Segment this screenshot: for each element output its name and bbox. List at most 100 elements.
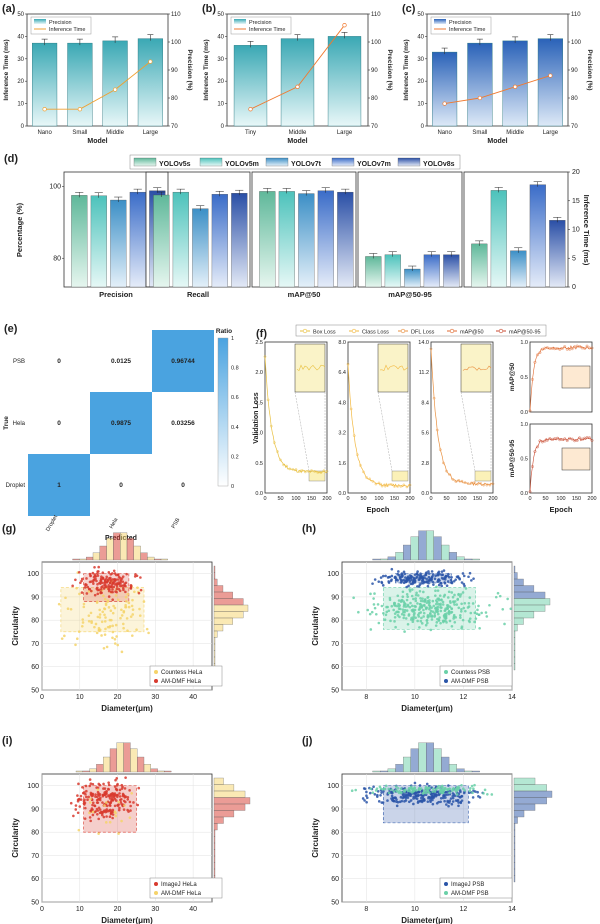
scatter-point-a xyxy=(412,615,415,619)
x-tick-label: 8 xyxy=(364,694,368,701)
panel-letter: (d) xyxy=(4,153,18,165)
loss-point xyxy=(291,468,295,471)
legend-label: AM-DMF HeLa xyxy=(161,891,202,897)
scatter-point-a xyxy=(114,623,118,627)
scatter-point-a xyxy=(101,813,104,817)
x-tick-label: 200 xyxy=(322,496,331,502)
scatter-point-a xyxy=(407,614,411,617)
cell-value: 0.96744 xyxy=(171,358,195,365)
scatter-point-a xyxy=(475,612,479,615)
map-point xyxy=(588,436,591,440)
matrix-cell xyxy=(152,454,214,516)
scatter-point-a xyxy=(111,611,115,615)
loss-point xyxy=(460,479,464,483)
scatter-point-a xyxy=(127,601,131,605)
scatter-point-b xyxy=(390,574,394,578)
top-hist-bar xyxy=(387,556,396,561)
x-tick-label: 12 xyxy=(460,906,468,913)
scatter-point-a xyxy=(103,607,106,610)
scatter-point-a xyxy=(463,602,467,605)
loss-point xyxy=(485,483,489,487)
top-hist-bar xyxy=(79,558,87,561)
scatter-point-b xyxy=(415,576,418,580)
scatter-point-a xyxy=(102,815,106,819)
scatter-point-a xyxy=(113,794,117,797)
y-tick-label: 90 xyxy=(31,594,39,601)
bar xyxy=(490,190,507,288)
scatter-point-a xyxy=(98,628,102,632)
y-axis-label: Validation Loss xyxy=(253,392,260,443)
top-hist-bar xyxy=(75,770,83,773)
scatter-point-b xyxy=(400,791,403,795)
scatter-point-a xyxy=(105,808,109,811)
right-hist-bar xyxy=(513,565,516,573)
y-tick-label: 5.6 xyxy=(421,431,429,437)
scatter-point-a xyxy=(409,799,413,802)
scatter-point-a xyxy=(429,628,433,632)
right-hist-bar xyxy=(213,777,224,785)
scatter-point-b xyxy=(404,788,407,792)
scatter-point-a xyxy=(369,628,373,631)
scatter-point-a xyxy=(91,813,95,817)
x-tick-label: 40 xyxy=(189,906,197,913)
scatter-point-a xyxy=(434,602,438,606)
scatter-point-a xyxy=(417,615,421,618)
scatter-point-a xyxy=(422,608,425,612)
scatter-point-a xyxy=(429,799,432,802)
y-tick-label: 40 xyxy=(17,34,24,40)
scatter-point-a xyxy=(373,606,377,610)
scatter-point-a xyxy=(98,808,102,811)
right-hist-bar xyxy=(513,790,553,798)
scatter-point-a xyxy=(138,614,142,617)
x-tick-label: 10 xyxy=(76,694,84,701)
scatter-point-a xyxy=(434,594,437,597)
scatter-point-a xyxy=(121,622,125,626)
legend-label: Countess HeLa xyxy=(161,670,203,676)
scatter-point-b xyxy=(83,586,87,589)
legend-marker-a xyxy=(444,882,448,886)
legend-marker xyxy=(498,328,504,334)
scatter-point-b xyxy=(88,811,91,815)
map-point xyxy=(555,436,559,440)
top-hist-bar xyxy=(123,742,131,773)
group-label: mAP@50 xyxy=(288,290,321,299)
scatter-point-a xyxy=(422,615,425,618)
x-tick-label: Small xyxy=(72,130,87,136)
scatter-point-b xyxy=(425,577,429,581)
scatter-point-a xyxy=(89,782,93,785)
scatter-point-a xyxy=(431,599,435,603)
loss-point xyxy=(442,461,445,465)
scatter-point-a xyxy=(453,620,457,624)
scatter-point-b xyxy=(104,585,107,589)
bar xyxy=(259,191,276,288)
scatter-point-a xyxy=(111,636,114,640)
scatter-point-a xyxy=(101,811,104,815)
scatter-point-b xyxy=(437,570,441,574)
scatter-point-a xyxy=(426,595,430,599)
scatter-point-a xyxy=(397,605,400,608)
legend-swatch xyxy=(265,157,289,167)
scatter-point-a xyxy=(90,620,93,623)
scatter-point-b xyxy=(470,784,474,788)
legend-label: DFL Loss xyxy=(411,330,435,336)
scatter-point-b xyxy=(105,575,109,579)
y-axis-label: Circularity xyxy=(311,818,320,858)
scatter-point-a xyxy=(91,792,95,796)
scatter-point-a xyxy=(393,615,397,619)
scatter-point-a xyxy=(117,808,121,812)
zoom-region xyxy=(308,470,326,482)
scatter-point-a xyxy=(434,599,438,602)
top-hist-bar xyxy=(164,770,172,773)
scatter-point-a xyxy=(120,783,124,787)
scatter-point-b xyxy=(96,582,99,586)
scatter-point-b xyxy=(412,789,415,793)
scatter-point-a xyxy=(385,605,388,609)
scatter-point-b xyxy=(103,804,106,807)
scatter-point-b xyxy=(419,572,422,575)
scatter-point-b xyxy=(117,800,121,804)
scatter-point-b xyxy=(389,579,393,583)
scatter-point-b xyxy=(100,591,103,595)
scatter-point-b xyxy=(442,577,445,581)
legend-label: AM-DMF PSB xyxy=(451,679,489,685)
y-tick-label: 0.5 xyxy=(520,375,528,381)
